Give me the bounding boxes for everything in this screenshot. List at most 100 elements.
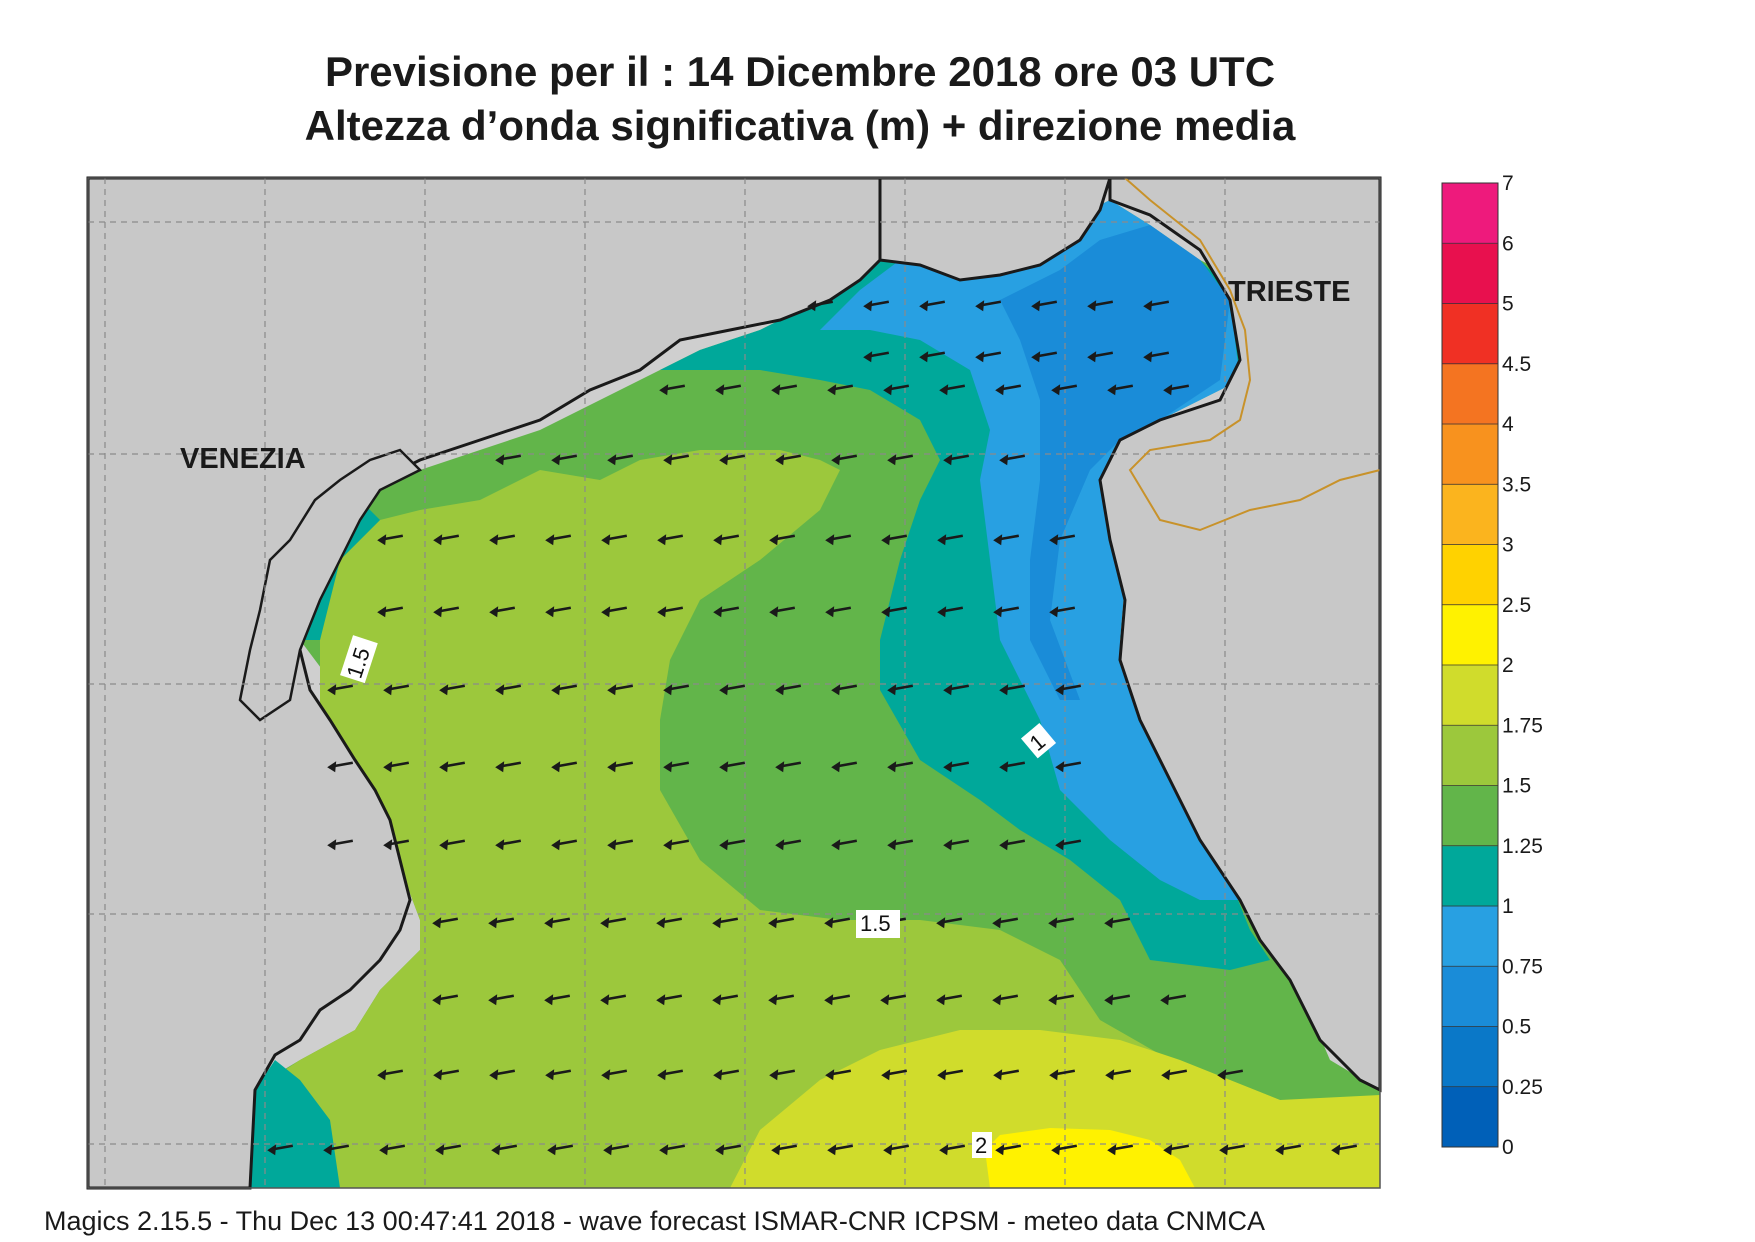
city-label-venezia: VENEZIA [180, 443, 306, 475]
wave-arrowhead [999, 684, 1009, 696]
wave-arrow [1168, 1144, 1190, 1151]
wave-arrowhead [827, 384, 837, 396]
map-frame [87, 177, 1381, 1189]
colorbar-swatch [1442, 363, 1498, 425]
wave-arrowhead [1087, 300, 1097, 312]
colorbar: 0 0.25 0.5 0.75 1 1.25 1.5 1.75 2 2.5 3 3.5 4 4.5 5 6 7 [1441, 172, 1543, 1159]
wave-arrow [948, 684, 970, 691]
wave-arrowhead [657, 534, 667, 546]
wave-arrowhead [775, 454, 785, 466]
wave-arrowhead [769, 1069, 779, 1081]
contour-label-south: 2 [975, 1133, 987, 1158]
wave-arrow [1165, 994, 1187, 1001]
wave-arrowhead [936, 994, 946, 1006]
wave-arrow [1092, 351, 1114, 358]
wave-arrowhead [831, 454, 841, 466]
contour-label-center-group: 1.5 [856, 910, 900, 938]
colorbar-label: 4.5 [1502, 353, 1531, 376]
wave-arrowhead [943, 761, 953, 773]
wave-arrowhead [495, 454, 505, 466]
wave-arrow [868, 351, 890, 358]
contour-label-east-group: 1 [1020, 723, 1057, 759]
colorbar-swatch [1442, 424, 1498, 485]
wave-arrowhead [489, 606, 499, 618]
wave-arrow [440, 1144, 462, 1151]
wave-arrowhead [663, 761, 673, 773]
wave-arrowhead [439, 839, 449, 851]
wave-arrowhead [999, 839, 1009, 851]
wave-arrow [832, 1144, 854, 1151]
wave-arrowhead [495, 839, 505, 851]
wave-arrow [888, 1144, 910, 1151]
wave-arrowhead [600, 917, 610, 929]
wave-arrowhead [887, 684, 897, 696]
wave-arrowhead [495, 684, 505, 696]
wave-arrowhead [824, 917, 834, 929]
wave-arrow [948, 454, 970, 461]
wave-arrowhead [1049, 606, 1059, 618]
wave-arrow [1112, 1144, 1134, 1151]
contour-label-south-group: 2 [972, 1132, 992, 1158]
wave-arrowhead [383, 839, 393, 851]
wave-arrow [612, 839, 634, 846]
wave-arrowhead [489, 1069, 499, 1081]
friuli-north [878, 176, 1113, 282]
wave-arrowhead [495, 761, 505, 773]
wave-arrowhead [601, 1069, 611, 1081]
colorbar-swatch [1442, 1086, 1498, 1148]
wave-arrowhead [607, 839, 617, 851]
wave-arrowhead [999, 761, 1009, 773]
wave-arrowhead [939, 384, 949, 396]
wave-arrow [1336, 1144, 1358, 1151]
wave-arrowhead [939, 1144, 949, 1156]
wave-arrow [944, 1144, 966, 1151]
wave-arrow [718, 1069, 740, 1076]
wave-arrowhead [881, 534, 891, 546]
wave-arrow [1036, 351, 1058, 358]
wave-arrow [773, 917, 795, 924]
wave-arrow [606, 606, 628, 613]
wave-arrow [717, 994, 739, 1001]
wave-arrowhead [1160, 994, 1170, 1006]
wave-arrow [494, 534, 516, 541]
wave-arrowhead [993, 606, 1003, 618]
wave-arrow [1004, 454, 1026, 461]
wave-arrowhead [439, 761, 449, 773]
wave-arrowhead [995, 384, 1005, 396]
wave-arrowhead [663, 454, 673, 466]
wave-arrow [724, 761, 746, 768]
wave-arrowhead [383, 761, 393, 773]
wave-arrow [720, 384, 742, 391]
wave-arrowhead [544, 917, 554, 929]
colorbar-label: 0.25 [1502, 1076, 1543, 1099]
wave-arrow [948, 839, 970, 846]
wave-arrowhead [1163, 384, 1173, 396]
city-label-trieste: TRIESTE [1228, 276, 1350, 308]
wave-arrow [1168, 384, 1190, 391]
wave-arrowhead [775, 839, 785, 851]
wave-arrowhead [551, 761, 561, 773]
wave-arrow [948, 761, 970, 768]
wave-arrow [444, 761, 466, 768]
wave-arrow [493, 917, 515, 924]
wave-arrowhead [1217, 1069, 1227, 1081]
wave-arrow [836, 684, 858, 691]
wave-arrow [1000, 1144, 1022, 1151]
contour-label-center: 1.5 [860, 911, 891, 936]
wave-arrow [836, 839, 858, 846]
colorbar-label: 1.75 [1502, 714, 1543, 737]
wave-arrow [500, 684, 522, 691]
wave-arrowhead [663, 839, 673, 851]
wave-arrow [1060, 839, 1082, 846]
wave-arrow [388, 839, 410, 846]
colorbar-label: 5 [1502, 293, 1514, 316]
wave-arrow [494, 606, 516, 613]
wave-arrowhead [435, 1144, 445, 1156]
wave-arrow [493, 994, 515, 1001]
wave-arrowhead [993, 534, 1003, 546]
wave-arrow [550, 534, 572, 541]
wave-arrowhead [663, 684, 673, 696]
wave-arrowhead [887, 454, 897, 466]
wave-arrowhead [656, 994, 666, 1006]
wave-arrow [830, 1069, 852, 1076]
